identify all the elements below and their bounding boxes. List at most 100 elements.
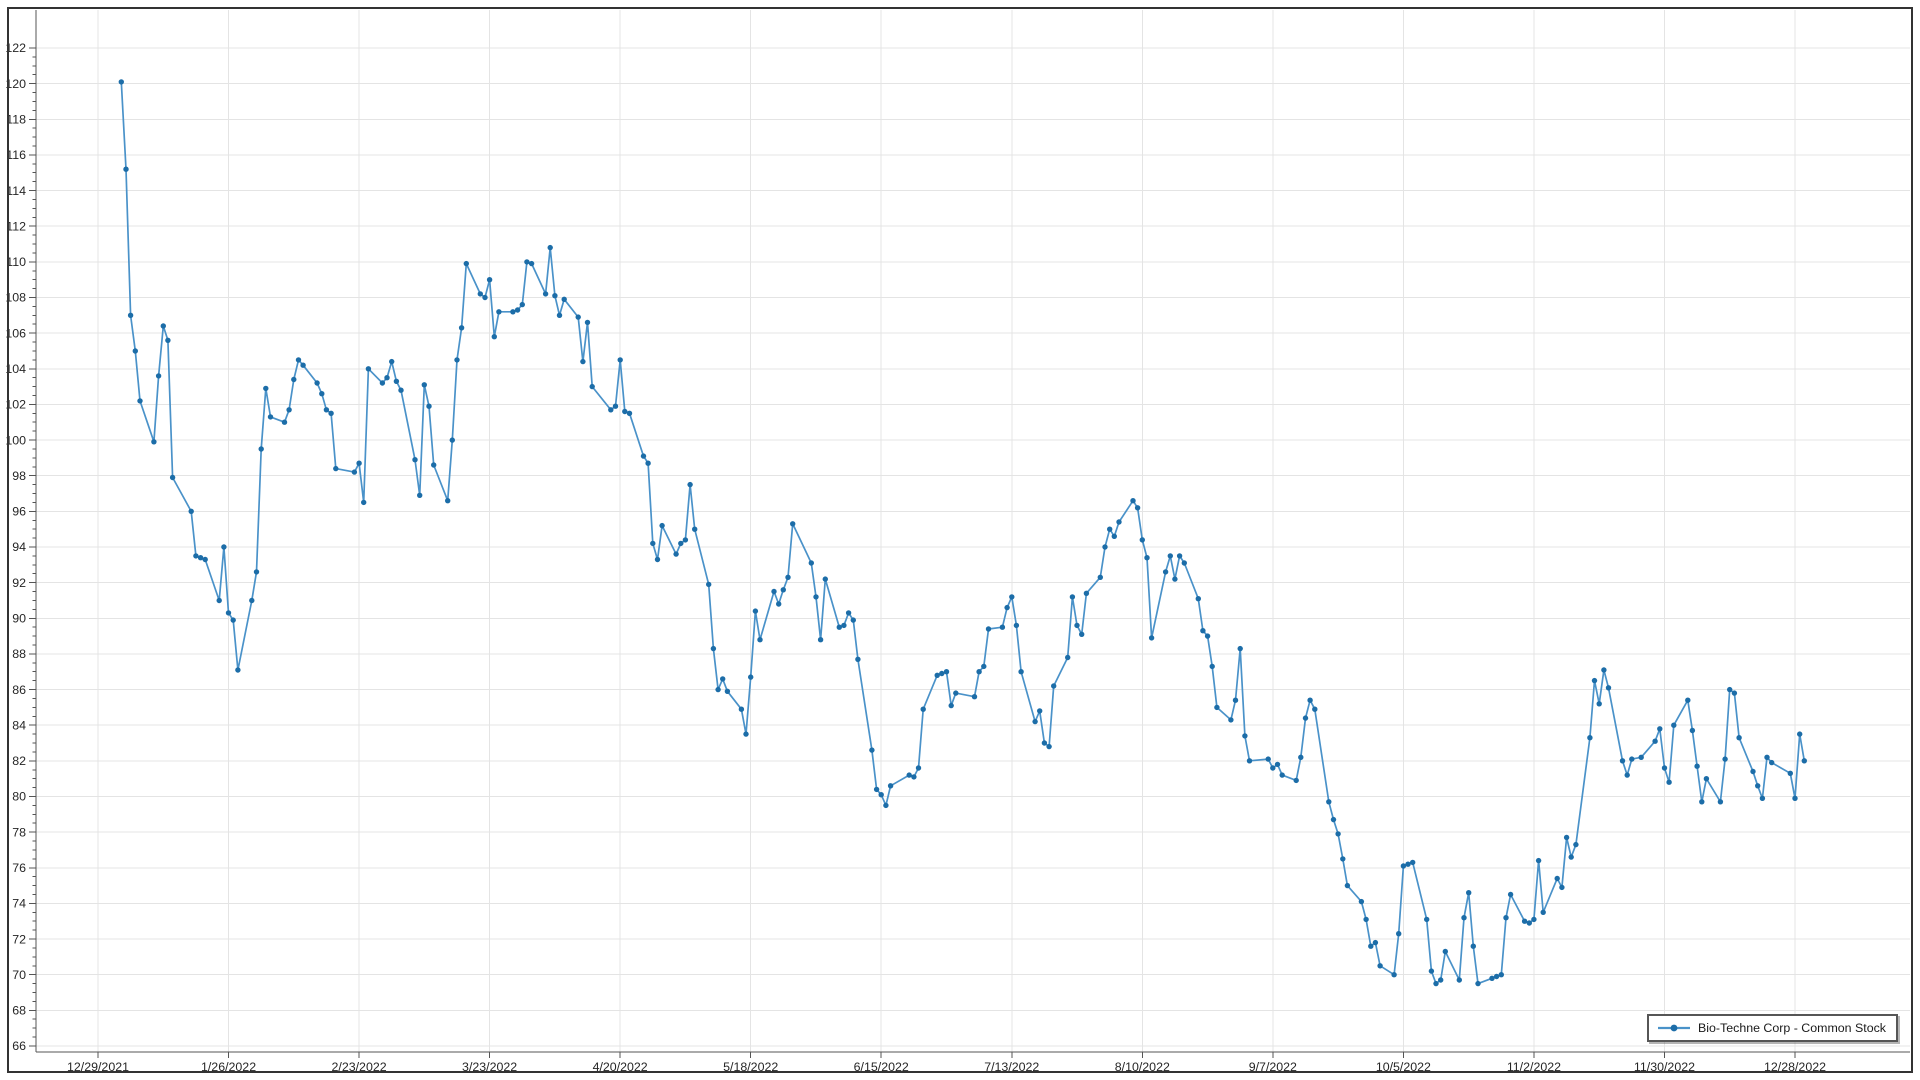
data-point-marker xyxy=(1624,772,1630,778)
data-point-marker xyxy=(486,277,493,283)
data-point-marker xyxy=(710,645,717,652)
y-tick-label: 100 xyxy=(5,433,26,447)
data-point-marker xyxy=(1750,768,1756,775)
data-point-markers xyxy=(118,79,1808,987)
data-point-marker xyxy=(1689,727,1696,734)
data-point-marker xyxy=(1507,891,1514,898)
data-point-marker xyxy=(1540,909,1546,915)
data-point-marker xyxy=(617,357,623,363)
data-point-marker xyxy=(1731,690,1738,696)
data-point-marker xyxy=(645,460,651,466)
data-point-marker xyxy=(267,414,274,420)
data-point-marker xyxy=(417,492,423,498)
data-point-marker xyxy=(1209,663,1215,670)
data-point-marker xyxy=(165,337,171,343)
data-point-marker xyxy=(379,380,386,386)
data-point-marker xyxy=(1694,763,1700,769)
data-point-marker xyxy=(1601,667,1607,673)
data-point-marker xyxy=(426,403,432,409)
data-point-marker xyxy=(1666,779,1672,785)
x-tick-label: 7/13/2022 xyxy=(984,1060,1039,1074)
data-point-marker xyxy=(1568,854,1574,860)
data-point-marker xyxy=(151,439,157,445)
data-point-marker xyxy=(1521,918,1528,924)
y-tick-label: 110 xyxy=(6,255,26,269)
data-point-marker xyxy=(510,309,516,315)
axis-ticks xyxy=(29,47,1796,1058)
data-point-marker xyxy=(389,358,395,365)
data-point-marker xyxy=(1069,594,1076,600)
data-point-marker xyxy=(1605,685,1612,691)
y-tick-label: 90 xyxy=(12,611,26,625)
y-tick-label: 70 xyxy=(12,968,26,982)
x-tick-label: 2/23/2022 xyxy=(332,1060,387,1074)
data-point-marker xyxy=(1242,733,1248,739)
data-point-marker xyxy=(1172,576,1178,582)
y-tick-label: 108 xyxy=(5,291,26,305)
data-point-marker xyxy=(845,610,852,616)
data-point-marker xyxy=(1797,731,1803,737)
legend-label: Bio-Techne Corp - Common Stock xyxy=(1698,1021,1886,1035)
y-tick-label: 112 xyxy=(6,219,26,233)
data-point-marker xyxy=(445,498,451,504)
axes xyxy=(35,10,1910,1053)
data-point-marker xyxy=(1162,569,1169,575)
data-point-marker xyxy=(771,588,777,595)
data-point-marker xyxy=(589,383,595,390)
data-point-marker xyxy=(720,676,726,682)
y-tick-label: 82 xyxy=(12,754,26,768)
data-point-marker xyxy=(855,656,861,662)
data-point-marker xyxy=(1391,972,1397,978)
data-point-marker xyxy=(323,407,330,413)
data-point-marker xyxy=(1489,975,1495,981)
data-point-marker xyxy=(748,674,754,680)
data-point-marker xyxy=(188,508,194,514)
data-point-marker xyxy=(976,669,982,675)
data-point-marker xyxy=(1587,735,1593,741)
data-point-marker xyxy=(1652,738,1658,744)
data-point-marker xyxy=(1330,816,1337,823)
data-point-marker xyxy=(314,380,320,386)
data-point-marker xyxy=(584,319,591,326)
data-point-marker xyxy=(715,686,721,693)
data-point-marker xyxy=(1335,831,1341,837)
data-point-marker xyxy=(1535,857,1542,864)
data-point-marker xyxy=(682,537,689,543)
y-tick-label: 96 xyxy=(12,505,26,519)
data-point-marker xyxy=(235,667,241,673)
data-point-marker xyxy=(911,774,917,780)
data-point-marker xyxy=(412,457,418,463)
data-point-marker xyxy=(1013,622,1020,629)
data-point-marker xyxy=(1722,756,1728,762)
data-point-marker xyxy=(514,307,521,313)
data-point-marker xyxy=(547,244,553,251)
data-point-marker xyxy=(626,410,633,416)
data-point-marker xyxy=(1181,560,1188,566)
data-point-marker xyxy=(1727,686,1733,693)
data-point-marker xyxy=(202,556,208,563)
data-point-marker xyxy=(1041,740,1048,746)
data-point-marker xyxy=(654,556,661,563)
data-point-marker xyxy=(724,688,731,694)
data-point-marker xyxy=(1596,701,1602,707)
data-point-marker xyxy=(1792,795,1798,801)
data-point-marker xyxy=(1619,758,1626,764)
data-point-marker xyxy=(1200,628,1206,634)
x-tick-label: 11/30/2022 xyxy=(1634,1060,1695,1074)
data-point-marker xyxy=(575,314,581,320)
data-point-marker xyxy=(1461,915,1467,921)
data-point-marker xyxy=(1801,758,1808,764)
data-point-marker xyxy=(934,672,940,678)
data-point-marker xyxy=(295,357,302,363)
data-point-marker xyxy=(776,601,782,607)
y-tick-label: 68 xyxy=(12,1004,26,1018)
data-point-marker xyxy=(1717,799,1724,805)
data-point-marker xyxy=(1298,754,1304,760)
data-point-marker xyxy=(328,410,334,416)
data-point-marker xyxy=(1769,759,1775,766)
legend-box[interactable]: Bio-Techne Corp - Common Stock xyxy=(1647,1014,1898,1042)
data-point-marker xyxy=(1340,856,1346,862)
data-point-marker xyxy=(1111,533,1118,539)
